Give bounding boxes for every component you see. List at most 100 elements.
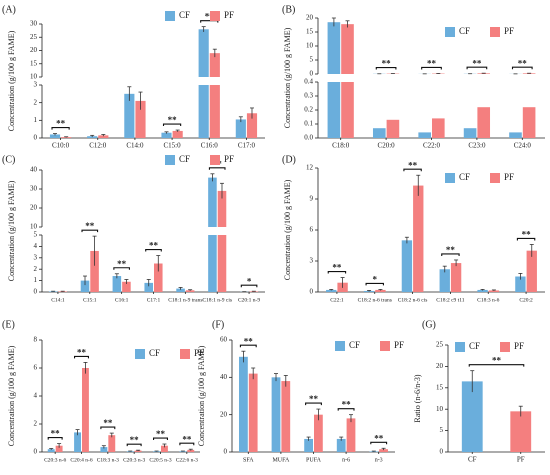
bar [134, 450, 142, 452]
bar [450, 263, 462, 292]
legend-swatch [210, 11, 220, 21]
legend-label: PF [504, 26, 514, 36]
panel-label: (F) [212, 319, 224, 330]
y-tick-label: 8 [34, 336, 38, 344]
y-tick-label: 6 [34, 364, 38, 372]
legend-swatch [490, 173, 500, 183]
bar [209, 53, 220, 77]
significance-label: ** [382, 59, 392, 69]
legend-swatch [165, 155, 175, 165]
x-tick-label: C17:0 [238, 142, 256, 150]
bar [304, 438, 313, 452]
bar [112, 276, 122, 292]
y-tick-label: 2 [34, 265, 38, 273]
bar [217, 190, 227, 227]
x-tick-label: C14:0 [126, 142, 144, 150]
x-tick-label: C20:2 [519, 297, 533, 303]
legend-swatch [335, 341, 345, 351]
x-tick-label: SFA [243, 457, 254, 463]
bar [108, 435, 116, 452]
y-tick-label: 0.2 [304, 106, 313, 114]
bar [372, 128, 386, 138]
significance-bracket [200, 20, 219, 23]
significance-bracket [327, 270, 347, 274]
bar [90, 250, 99, 292]
x-tick-label: C23:0 [468, 142, 486, 150]
significance-label: ** [492, 356, 502, 366]
x-tick-label: C18:1 n-9 trans [168, 297, 202, 303]
bar [246, 113, 258, 138]
bar [154, 263, 163, 292]
bar [379, 449, 388, 452]
x-tick-label: C20:0 [378, 142, 396, 150]
y-axis-label: Concentration (g/100 g FAME) [7, 345, 16, 446]
bar [432, 118, 445, 138]
bar [515, 276, 526, 292]
significance-label: ** [374, 433, 384, 443]
x-tick-label: C17:1 [147, 297, 161, 303]
bar [341, 24, 354, 74]
x-tick-label: C14:1 [51, 297, 65, 303]
significance-bracket [81, 229, 99, 233]
significance-label: ** [85, 221, 95, 231]
legend-swatch [180, 349, 190, 359]
y-tick-label: 5 [310, 56, 314, 64]
bar [124, 93, 135, 138]
y-tick-label: 2 [34, 420, 38, 428]
bar [172, 130, 183, 138]
y-axis-label: Concentration (g/100 g FAME) [197, 345, 206, 446]
legend-swatch [380, 341, 390, 351]
bar [176, 288, 185, 292]
bar [98, 135, 109, 138]
bar [314, 414, 323, 452]
y-tick-label: 0 [34, 134, 38, 142]
bar [198, 29, 209, 77]
x-tick-label: C24:0 [514, 142, 532, 150]
significance-bracket [375, 67, 397, 70]
x-tick-label: CF [468, 456, 477, 464]
y-tick-label: 0 [310, 288, 314, 296]
y-tick-label: 25 [436, 341, 444, 349]
legend-label: CF [349, 340, 360, 350]
y-tick-label: 10 [30, 223, 38, 231]
y-tick-label: 30 [30, 185, 38, 193]
legend-label: PF [394, 340, 404, 350]
legend-label: PF [224, 154, 234, 164]
bar [386, 119, 400, 138]
legend-swatch [500, 342, 510, 352]
bar [82, 368, 89, 452]
x-tick-label: C10:0 [52, 142, 70, 150]
y-tick-label: 0 [310, 70, 314, 78]
bar [477, 107, 491, 138]
significance-bracket [51, 127, 70, 130]
significance-label: ** [117, 259, 127, 269]
bar [80, 280, 90, 292]
y-tick-label: 40 [30, 166, 38, 174]
legend-label: PF [224, 10, 234, 20]
legend-label: CF [149, 348, 160, 358]
x-tick-label: C18:2 n-6 cis [398, 297, 428, 303]
significance-label: ** [522, 230, 532, 240]
bar [375, 289, 386, 292]
significance-bracket [162, 123, 182, 127]
bar [488, 290, 500, 292]
y-tick-label: 5 [34, 231, 38, 239]
y-axis-label: Concentration (g/100 g FAME) [283, 179, 292, 280]
bar [326, 289, 337, 292]
y-tick-label: 20 [30, 204, 38, 212]
x-tick-label: C20:3 n-3 [123, 457, 145, 463]
bar [208, 235, 217, 292]
bar [477, 73, 491, 74]
legend-swatch [165, 11, 175, 21]
y-tick-label: 0 [440, 448, 444, 456]
y-tick-label: 3 [34, 253, 38, 261]
significance-bracket [47, 437, 63, 440]
panel-label: (D) [282, 154, 296, 165]
y-tick-label: 5 [440, 426, 444, 434]
significance-label: ** [518, 58, 528, 68]
significance-bracket [208, 167, 226, 170]
significance-bracket [441, 253, 460, 256]
bar [463, 128, 477, 138]
significance-bracket [516, 237, 536, 241]
x-tick-label: PF [517, 456, 525, 464]
